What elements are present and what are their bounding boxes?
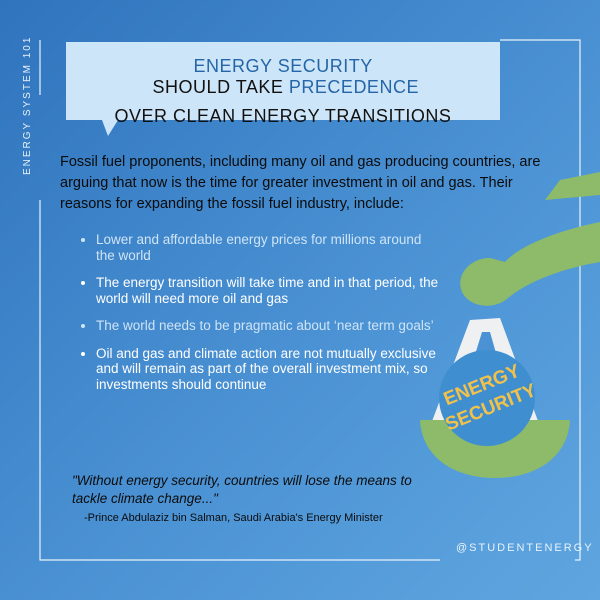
bullet-list: Lower and affordable energy prices for m… (78, 232, 441, 404)
scale-weight (439, 350, 535, 446)
quote: "Without energy security, countries will… (72, 473, 412, 506)
bullet: Lower and affordable energy prices for m… (96, 232, 441, 263)
handle: @STUDENTENERGY (456, 542, 594, 554)
scale-arm (460, 222, 600, 306)
title-part: PRECEDENCE (288, 77, 419, 97)
frame (39, 200, 440, 561)
title-part: ENERGY SECURITY (193, 56, 373, 76)
header-box: ENERGY SECURITY SHOULD TAKE PRECEDENCE O… (66, 42, 500, 126)
title-line: OVER CLEAN ENERGY TRANSITIONS (114, 106, 452, 126)
frame (500, 39, 581, 561)
title-line: ENERGY SECURITY SHOULD TAKE PRECEDENCE (66, 56, 500, 98)
bullet: The world needs to be pragmatic about ‘n… (96, 318, 441, 334)
speech-tail (102, 120, 118, 136)
intro: Fossil fuel proponents, including many o… (60, 154, 541, 212)
title-part: SHOULD TAKE (147, 77, 289, 97)
bullet: The energy transition will take time and… (96, 275, 441, 306)
side-label: ENERGY SYSTEM 101 (22, 35, 33, 175)
attribution: -Prince Abdulaziz bin Salman, Saudi Arab… (84, 512, 383, 524)
scale-arm (545, 172, 600, 200)
bullet: Oil and gas and climate action are not m… (96, 346, 441, 393)
